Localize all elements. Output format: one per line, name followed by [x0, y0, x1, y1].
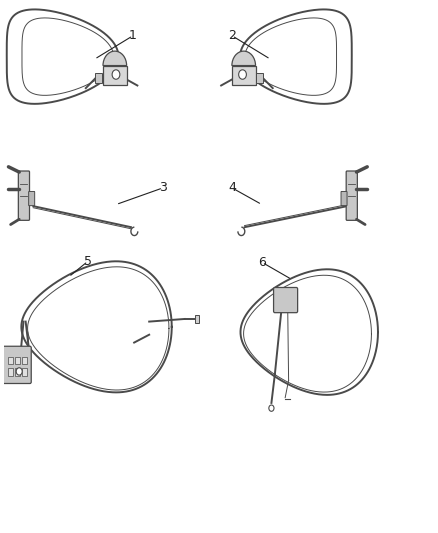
Text: 2: 2: [228, 29, 236, 42]
Circle shape: [269, 405, 274, 411]
Bar: [8, 357, 13, 364]
FancyBboxPatch shape: [274, 287, 298, 313]
Text: 6: 6: [258, 256, 266, 269]
FancyBboxPatch shape: [18, 171, 29, 220]
FancyBboxPatch shape: [3, 346, 31, 384]
Bar: [22, 368, 27, 376]
Text: 3: 3: [159, 181, 167, 195]
Bar: [95, 74, 102, 83]
Circle shape: [16, 368, 22, 375]
Bar: [256, 74, 263, 83]
Circle shape: [112, 70, 120, 79]
Wedge shape: [103, 51, 127, 66]
Bar: [22, 357, 27, 364]
Bar: [232, 66, 255, 85]
Bar: [15, 368, 20, 376]
Circle shape: [239, 70, 247, 79]
Text: 1: 1: [129, 29, 137, 42]
Bar: [8, 368, 13, 376]
Bar: [15, 357, 20, 364]
Text: 5: 5: [84, 255, 92, 268]
Bar: [195, 315, 199, 323]
Bar: [103, 66, 127, 85]
FancyBboxPatch shape: [346, 171, 357, 220]
Text: 4: 4: [228, 181, 236, 195]
FancyBboxPatch shape: [28, 191, 35, 206]
Wedge shape: [232, 51, 255, 66]
FancyBboxPatch shape: [341, 191, 347, 206]
